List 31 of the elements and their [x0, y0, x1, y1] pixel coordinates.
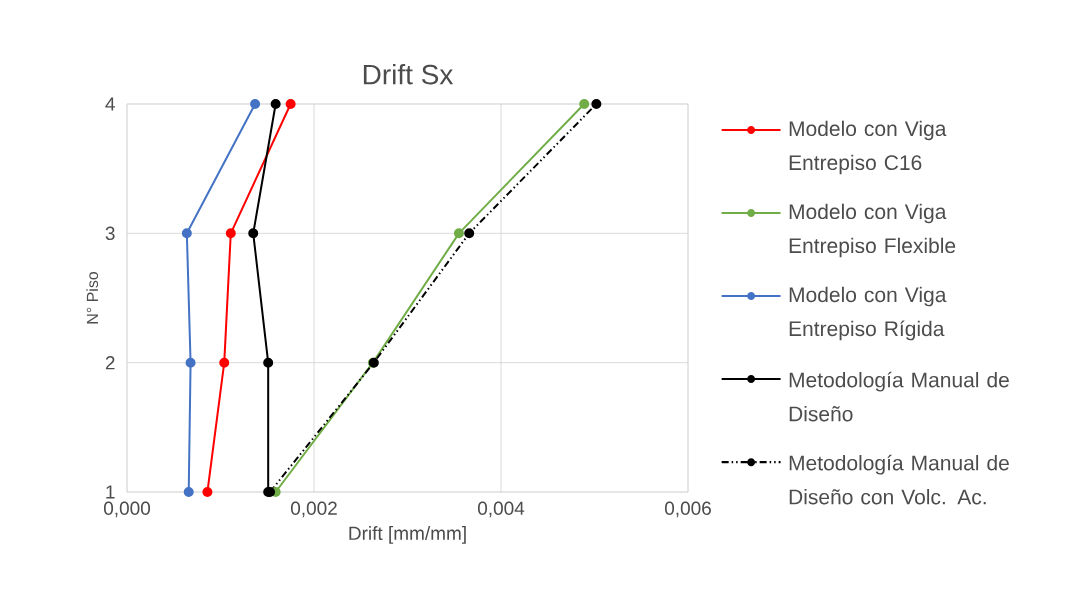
point: [219, 357, 230, 368]
y-tick-label: 3: [105, 226, 115, 241]
point: [202, 487, 213, 497]
point: [579, 99, 590, 109]
legend-label: Metodología Manual de Diseño con Volc. Ac.: [789, 454, 1009, 505]
legend-label: Metodología Manual de Diseño: [789, 371, 1009, 422]
point: [263, 357, 274, 368]
x-axis-title: Drift [mm/mm]: [349, 526, 466, 544]
legend-label: Modelo con Viga Entrepiso Flexible: [789, 203, 956, 258]
x-tick-label: 0,004: [477, 501, 525, 518]
y-axis-title: N° Piso: [86, 271, 99, 324]
point: [591, 99, 602, 109]
point: [185, 357, 196, 368]
point: [270, 99, 281, 109]
x-tick-label: 0,002: [290, 501, 337, 518]
point: [248, 228, 259, 239]
x-tick-label: 0,006: [664, 501, 711, 518]
point: [464, 228, 475, 239]
legend-label: Modelo con Viga Entrepiso Rígida: [789, 286, 947, 341]
point: [250, 99, 261, 109]
legend-label: Modelo con Viga Entrepiso C16: [789, 120, 947, 175]
point: [453, 228, 464, 239]
point: [285, 99, 296, 109]
point: [225, 228, 236, 239]
y-tick-label: 2: [105, 356, 115, 370]
x-tick-label: 0,000: [103, 501, 151, 518]
y-tick-label: 4: [105, 97, 115, 111]
chart-title: Drift Sx: [363, 63, 454, 85]
point: [183, 487, 194, 497]
y-tick-label: 1: [106, 485, 115, 499]
point: [181, 228, 192, 239]
